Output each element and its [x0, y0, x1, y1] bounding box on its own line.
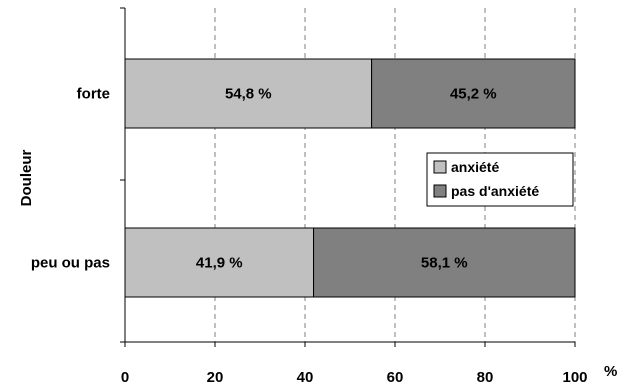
x-axis-unit: %: [604, 363, 617, 380]
bar-segment: [371, 58, 576, 129]
legend-label: pas d'anxiété: [451, 183, 539, 199]
legend-box: [426, 152, 574, 207]
legend-swatch: [433, 160, 447, 174]
bar-segment: [124, 58, 373, 129]
x-tick-labels: 0 20 40 60 80 100: [121, 369, 588, 386]
legend: anxiété pas d'anxiété: [426, 152, 574, 207]
x-tick-label: 40: [297, 369, 314, 386]
x-tick-label: 100: [562, 369, 587, 386]
axes: [120, 7, 576, 347]
x-tick-label: 60: [387, 369, 404, 386]
y-axis-title: Douleur: [18, 150, 35, 207]
data-label: 45,2 %: [450, 86, 497, 103]
bar-segment: [124, 227, 315, 298]
x-tick-label: 80: [477, 369, 494, 386]
category-label: peu ou pas: [31, 255, 110, 272]
category-labels: forte peu ou pas: [31, 86, 110, 272]
x-tick-label: 0: [121, 369, 129, 386]
data-label: 41,9 %: [196, 255, 243, 272]
x-tick-label: 20: [207, 369, 224, 386]
data-label: 54,8 %: [225, 86, 272, 103]
legend-swatch: [433, 184, 447, 198]
bar-segment: [313, 227, 576, 298]
category-label: forte: [77, 86, 110, 103]
bars: 54,8 % 45,2 % 41,9 % 58,1 %: [124, 58, 576, 298]
data-label: 58,1 %: [421, 255, 468, 272]
legend-label: anxiété: [451, 159, 499, 175]
